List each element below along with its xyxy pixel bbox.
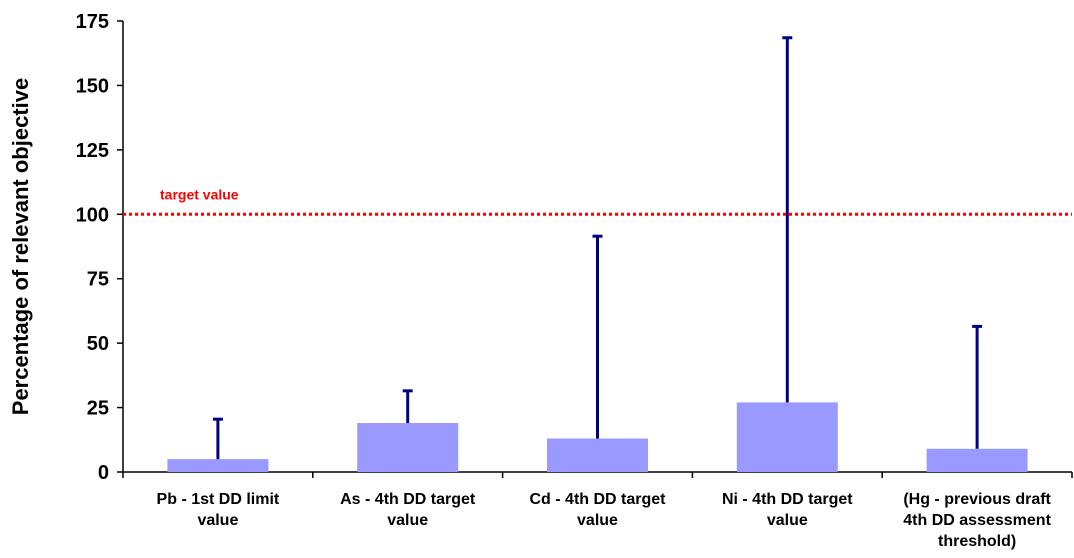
x-category-label: Cd - 4th DD target value	[530, 491, 667, 529]
bar	[926, 448, 1028, 472]
x-category-label-line: value	[387, 512, 428, 529]
y-tick-label: 125	[76, 140, 109, 162]
y-tick-label: 50	[87, 333, 109, 355]
x-category-label-line: Pb - 1st DD limit	[157, 491, 280, 508]
target-value-label: target value	[160, 186, 239, 202]
bar	[547, 438, 648, 472]
x-category-label-line: As - 4th DD target	[340, 491, 476, 508]
bar	[736, 402, 838, 472]
target-reference-line: target value	[123, 186, 1072, 216]
x-category-label-line: threshold)	[938, 533, 1016, 550]
x-category-label-line: (Hg - previous draft	[903, 491, 1051, 508]
x-category-label: Ni - 4th DD target value	[722, 491, 853, 529]
error-bars	[212, 36, 983, 460]
x-category-label-line: Cd - 4th DD target	[530, 491, 667, 508]
y-tick-label: 100	[76, 204, 109, 226]
x-category-label: (Hg - previous draft 4th DD assessment thr…	[903, 491, 1051, 550]
y-tick-label: 0	[98, 462, 109, 484]
bar	[357, 423, 459, 472]
x-category-label-line: 4th DD assessment	[903, 512, 1051, 529]
y-tick-label: 150	[76, 75, 109, 97]
x-category-label: As - 4th DD target value	[340, 491, 476, 529]
bar	[167, 459, 269, 472]
y-tick-label: 75	[87, 269, 109, 291]
y-tick-label: 25	[87, 398, 109, 420]
x-category-label: Pb - 1st DD limit value	[157, 491, 280, 529]
x-category-label-line: value	[767, 512, 808, 529]
y-tick-label: 175	[76, 11, 109, 33]
y-axis: 0 25 50 75 100 125 150 175	[76, 11, 124, 484]
bars	[167, 402, 1028, 472]
x-category-label-line: Ni - 4th DD target	[722, 491, 853, 508]
x-category-label-line: value	[577, 512, 618, 529]
x-category-label-line: value	[197, 512, 238, 529]
y-axis-label: Percentage of relevant objective	[8, 78, 33, 415]
